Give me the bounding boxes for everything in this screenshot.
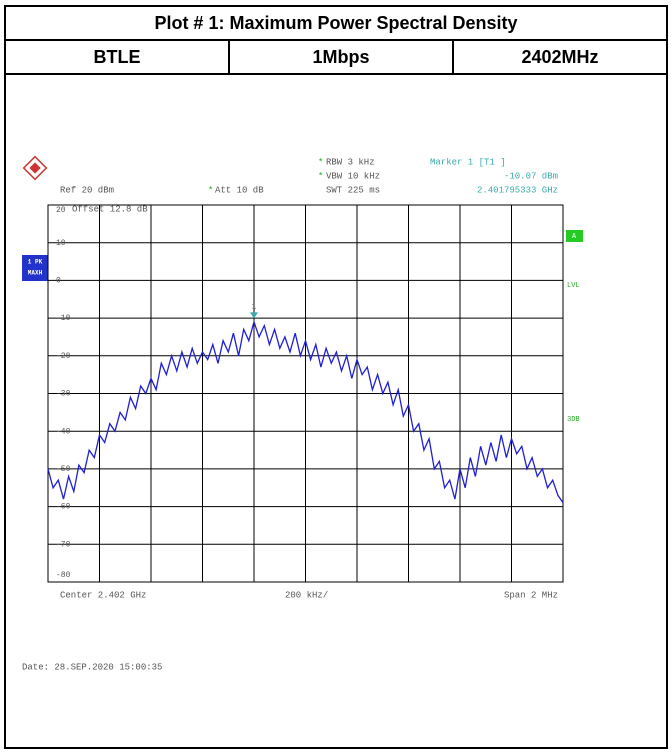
- offset: Offset 12.8 dB: [72, 204, 148, 214]
- marker-value: -10.07 dBm: [504, 171, 558, 181]
- y-tick-label: -60: [56, 503, 71, 512]
- ref: Ref 20 dBm: [60, 185, 114, 195]
- date: Date: 28.SEP.2020 15:00:35: [22, 662, 162, 672]
- star: *: [318, 157, 323, 167]
- trace: 1 PK: [28, 259, 43, 266]
- vbw: VBW 10 kHz: [326, 171, 380, 181]
- marker-frequency: 2.401795333 GHz: [477, 185, 558, 195]
- db3: 3DB: [567, 416, 580, 424]
- y-tick-label: 20: [56, 206, 66, 215]
- division: 200 kHz/: [285, 590, 328, 600]
- y-tick-label: -70: [56, 540, 71, 549]
- title: Plot # 1: Maximum Power Spectral Density: [154, 13, 517, 33]
- cell: 2402MHz: [521, 47, 598, 67]
- y-tick-label: -30: [56, 390, 71, 399]
- swt: SWT 225 ms: [326, 185, 380, 195]
- table-border: [4, 5, 668, 749]
- y-tick-label: -80: [56, 571, 71, 580]
- a-label: A: [572, 233, 577, 241]
- lvl: LVL: [567, 282, 580, 290]
- star: *: [208, 185, 213, 195]
- trace: [47, 319, 564, 504]
- span: Span 2 MHz: [504, 590, 558, 600]
- marker: [250, 312, 258, 319]
- a-box: [566, 230, 583, 242]
- y-tick-label: -40: [56, 427, 71, 436]
- marker-label: Marker 1 [T1 ]: [430, 157, 506, 167]
- y-tick-label: 0: [56, 277, 61, 286]
- rbw: RBW 3 kHz: [326, 157, 375, 167]
- att: Att 10 dB: [215, 185, 264, 195]
- logo: [22, 155, 48, 181]
- trace-box: [22, 255, 48, 281]
- cell: BTLE: [94, 47, 141, 67]
- y-tick-label: -20: [56, 352, 71, 361]
- y-tick-label: 10: [56, 239, 66, 248]
- plot: 20 10 0 -10 -20 -30 -40 -50 -60 -70 -80 1: [47, 204, 564, 583]
- mode: MAXH: [28, 270, 43, 277]
- y-tick-label: -10: [56, 314, 71, 323]
- y-tick-label: -50: [56, 465, 71, 474]
- center: Center 2.402 GHz: [60, 590, 146, 600]
- star: *: [318, 171, 323, 181]
- marker-number: 1: [252, 302, 257, 311]
- cell: 1Mbps: [312, 47, 369, 67]
